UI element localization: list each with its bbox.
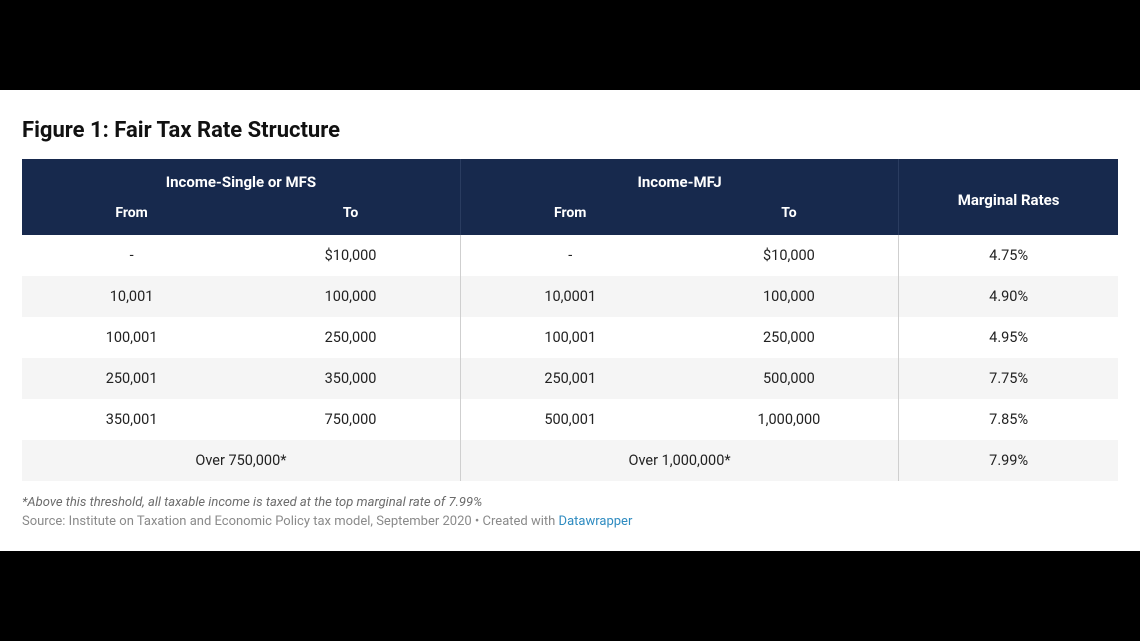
table-cell: -	[22, 235, 241, 276]
table-header: Income-Single or MFS Income-MFJ Marginal…	[22, 159, 1118, 235]
table-row: 10,001100,00010,0001100,0004.90%	[22, 276, 1118, 317]
table-cell: 4.75%	[899, 235, 1118, 276]
table-cell: 100,001	[22, 317, 241, 358]
table-cell: 250,000	[680, 317, 899, 358]
table-cell: 1,000,000	[680, 399, 899, 440]
cell-rate: 7.99%	[899, 440, 1118, 481]
table-cell: 10,001	[22, 276, 241, 317]
table-cell: 4.90%	[899, 276, 1118, 317]
table-cell: 250,001	[22, 358, 241, 399]
table-cell: 500,000	[680, 358, 899, 399]
table-cell: 7.85%	[899, 399, 1118, 440]
header-marginal-rates: Marginal Rates	[899, 159, 1118, 235]
table-cell: -	[460, 235, 679, 276]
table-cell: 350,001	[22, 399, 241, 440]
table-row: 250,001350,000250,001500,0007.75%	[22, 358, 1118, 399]
source-text: Source: Institute on Taxation and Econom…	[22, 514, 559, 529]
table-cell: 10,0001	[460, 276, 679, 317]
cell-single-over: Over 750,000*	[22, 440, 460, 481]
table-body: -$10,000-$10,0004.75%10,001100,00010,000…	[22, 235, 1118, 481]
tax-rate-table: Income-Single or MFS Income-MFJ Marginal…	[22, 159, 1118, 481]
table-cell: 100,000	[680, 276, 899, 317]
table-row: 350,001750,000500,0011,000,0007.85%	[22, 399, 1118, 440]
cell-mfj-over: Over 1,000,000*	[460, 440, 898, 481]
header-group-row: Income-Single or MFS Income-MFJ Marginal…	[22, 159, 1118, 199]
source-line: Source: Institute on Taxation and Econom…	[22, 514, 1118, 529]
header-single-mfs: Income-Single or MFS	[22, 159, 460, 199]
datawrapper-link[interactable]: Datawrapper	[559, 514, 633, 529]
table-cell: $10,000	[680, 235, 899, 276]
subheader-single-to: To	[241, 199, 460, 235]
subheader-single-from: From	[22, 199, 241, 235]
table-cell: 100,000	[241, 276, 460, 317]
table-cell: 750,000	[241, 399, 460, 440]
table-row: Over 750,000*Over 1,000,000*7.99%	[22, 440, 1118, 481]
table-cell: 4.95%	[899, 317, 1118, 358]
figure-title: Figure 1: Fair Tax Rate Structure	[22, 118, 1118, 143]
table-cell: $10,000	[241, 235, 460, 276]
table-cell: 7.75%	[899, 358, 1118, 399]
table-cell: 100,001	[460, 317, 679, 358]
table-row: -$10,000-$10,0004.75%	[22, 235, 1118, 276]
subheader-mfj-from: From	[460, 199, 679, 235]
subheader-mfj-to: To	[680, 199, 899, 235]
table-row: 100,001250,000100,001250,0004.95%	[22, 317, 1118, 358]
table-cell: 250,000	[241, 317, 460, 358]
footnote-text: *Above this threshold, all taxable incom…	[22, 495, 1118, 510]
figure-container: Figure 1: Fair Tax Rate Structure Income…	[0, 90, 1140, 551]
table-cell: 500,001	[460, 399, 679, 440]
table-cell: 350,000	[241, 358, 460, 399]
table-cell: 250,001	[460, 358, 679, 399]
header-mfj: Income-MFJ	[460, 159, 898, 199]
